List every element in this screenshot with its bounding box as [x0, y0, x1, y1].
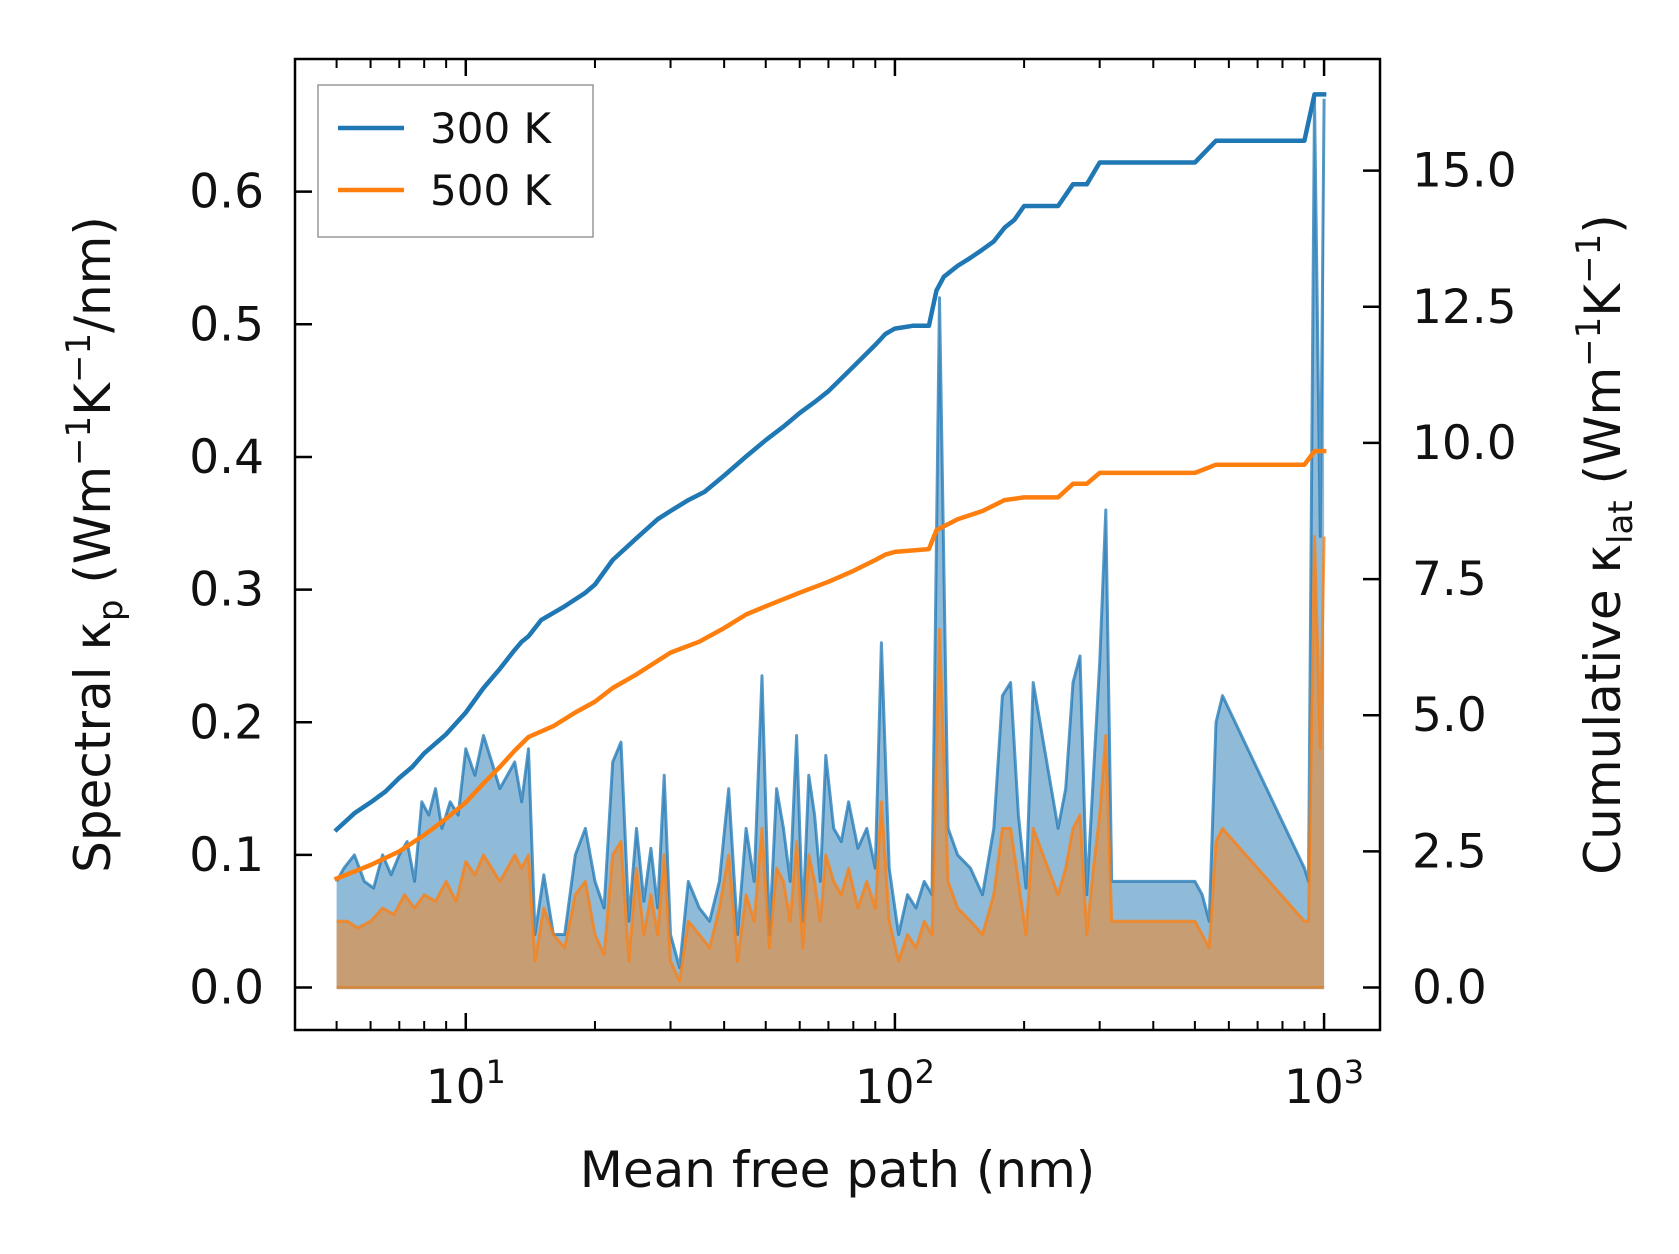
spectral-line-500k — [336, 535, 1326, 983]
y-right-tick-label: 12.5 — [1412, 280, 1517, 335]
y-left-tick-label: 0.2 — [189, 695, 264, 750]
y-right-axis-title: Cumulative κlat (Wm−1K−1) — [1569, 214, 1641, 874]
cumulative-line-300k — [333, 92, 1327, 833]
y-right-tick-label: 5.0 — [1412, 688, 1487, 743]
y-left-tick-label: 0.3 — [189, 563, 264, 618]
x-tick-label: 101 — [426, 1053, 506, 1115]
plot-frame — [293, 57, 1382, 1032]
legend-box — [317, 84, 594, 238]
cumulative-line-500k — [333, 448, 1327, 882]
y-right-tick-label: 15.0 — [1412, 144, 1517, 199]
cumulative-lines — [333, 92, 1327, 882]
spectral-fills — [335, 97, 1326, 990]
y-right-tick-label: 0.0 — [1412, 961, 1487, 1016]
y-left-tick-label: 0.6 — [189, 165, 264, 220]
spectral-area-300k — [336, 98, 1325, 988]
x-tick-label: 102 — [855, 1053, 935, 1115]
y-left-tick-label: 0.1 — [189, 828, 264, 883]
y-left-tick-label: 0.4 — [189, 430, 264, 485]
legend-label: 300 K — [430, 104, 553, 153]
y-right-tick-label: 7.5 — [1412, 552, 1487, 607]
y-left-tick-label: 0.0 — [189, 961, 264, 1016]
spectral-area-500k — [336, 536, 1325, 988]
x-tick-label: 103 — [1284, 1053, 1364, 1115]
legend-label: 500 K — [430, 166, 553, 215]
legend: 300 K 500 K — [317, 84, 594, 238]
x-axis-title: Mean free path (nm) — [580, 1141, 1096, 1199]
y-right-tick-label: 2.5 — [1412, 824, 1487, 879]
axes: 101 102 103 0.0 0.1 0.2 0.3 0.4 0.5 0.6 0.0 2.5 5.0 7… — [59, 57, 1641, 1199]
y-left-tick-label: 0.5 — [189, 297, 264, 352]
y-left-axis-title: Spectral κp (Wm−1K−1/nm) — [59, 216, 131, 873]
y-right-tick-label: 10.0 — [1412, 416, 1517, 471]
